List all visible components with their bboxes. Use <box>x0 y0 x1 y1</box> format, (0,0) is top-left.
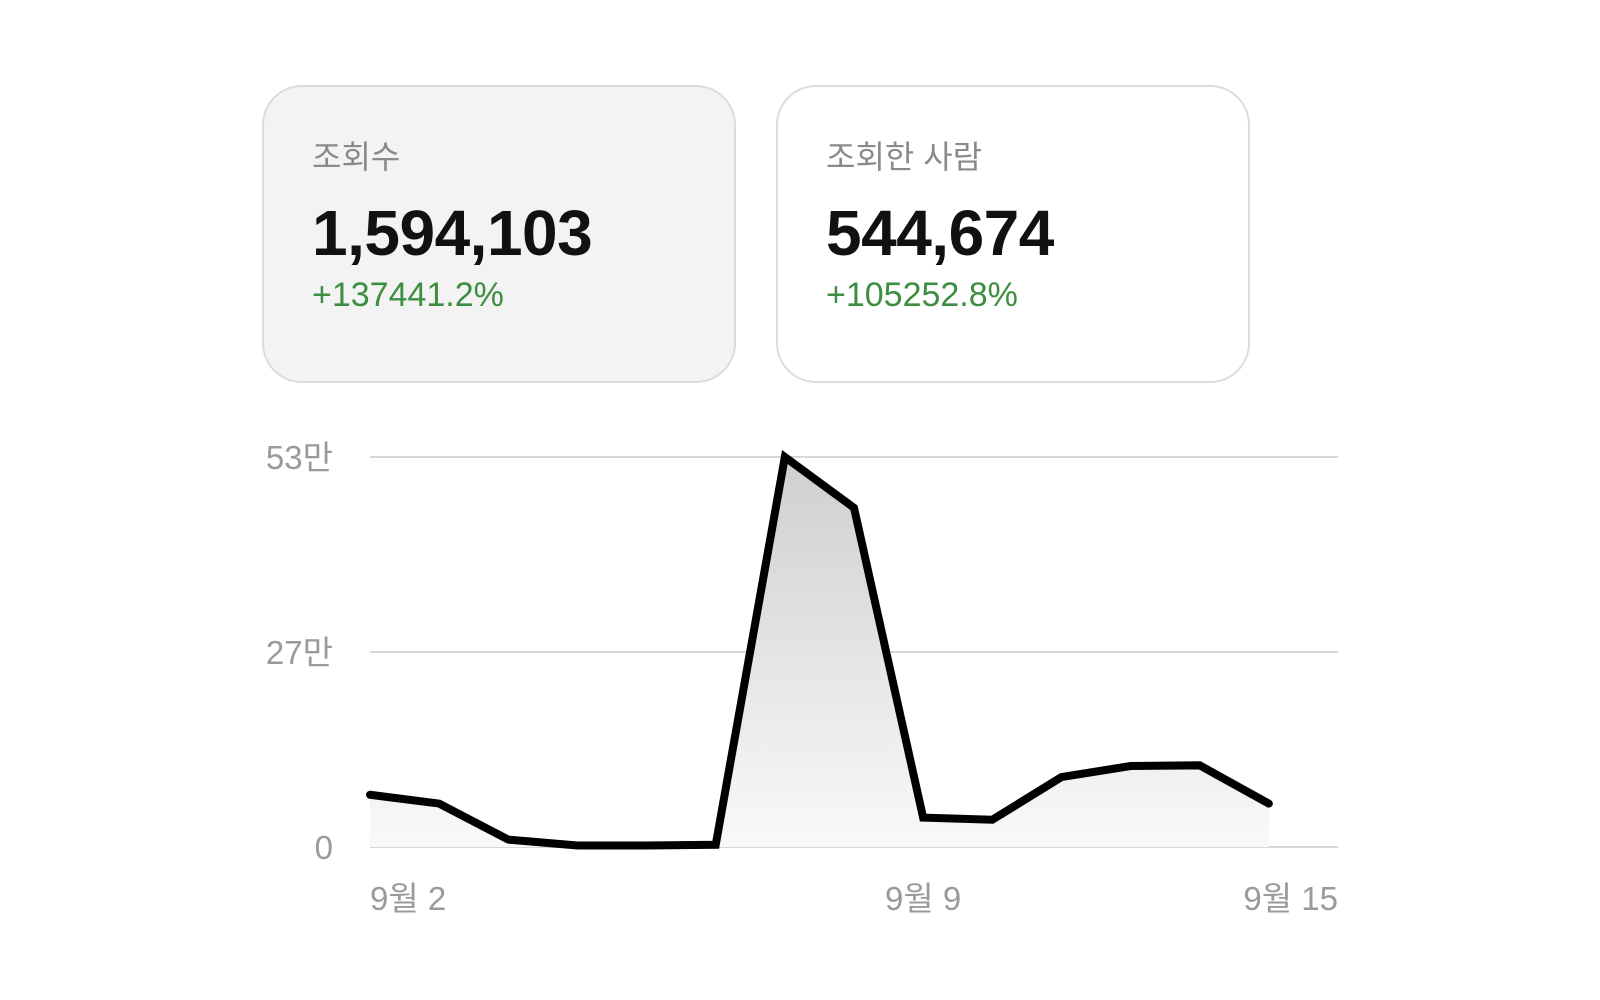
views-value: 1,594,103 <box>312 197 593 269</box>
views-card[interactable]: 조회수 1,594,103 +137441.2% <box>262 85 736 383</box>
viewers-change: +105252.8% <box>826 276 1018 314</box>
metric-cards: 조회수 1,594,103 +137441.2% 조회한 사람 544,674 … <box>262 85 1250 383</box>
x-axis-ticks: 9월 2 9월 9 9월 15 <box>370 880 1338 917</box>
views-series-line <box>366 449 1273 850</box>
series-line <box>366 449 1273 850</box>
area-shape <box>370 457 1269 847</box>
viewers-card[interactable]: 조회한 사람 544,674 +105252.8% <box>776 85 1250 383</box>
views-change: +137441.2% <box>312 276 504 314</box>
x-tick-label: 9월 15 <box>1243 880 1338 917</box>
x-tick-label: 9월 2 <box>370 880 446 917</box>
viewers-value: 544,674 <box>826 197 1054 269</box>
area-fill <box>370 457 1269 847</box>
x-tick-label: 9월 9 <box>885 880 961 917</box>
y-tick-label: 0 <box>315 829 333 866</box>
viewers-label: 조회한 사람 <box>826 139 983 175</box>
views-label: 조회수 <box>312 139 401 175</box>
y-axis-ticks: 0 27만 53만 <box>266 439 333 866</box>
y-tick-label: 53만 <box>266 439 333 476</box>
y-tick-label: 27만 <box>266 634 333 671</box>
